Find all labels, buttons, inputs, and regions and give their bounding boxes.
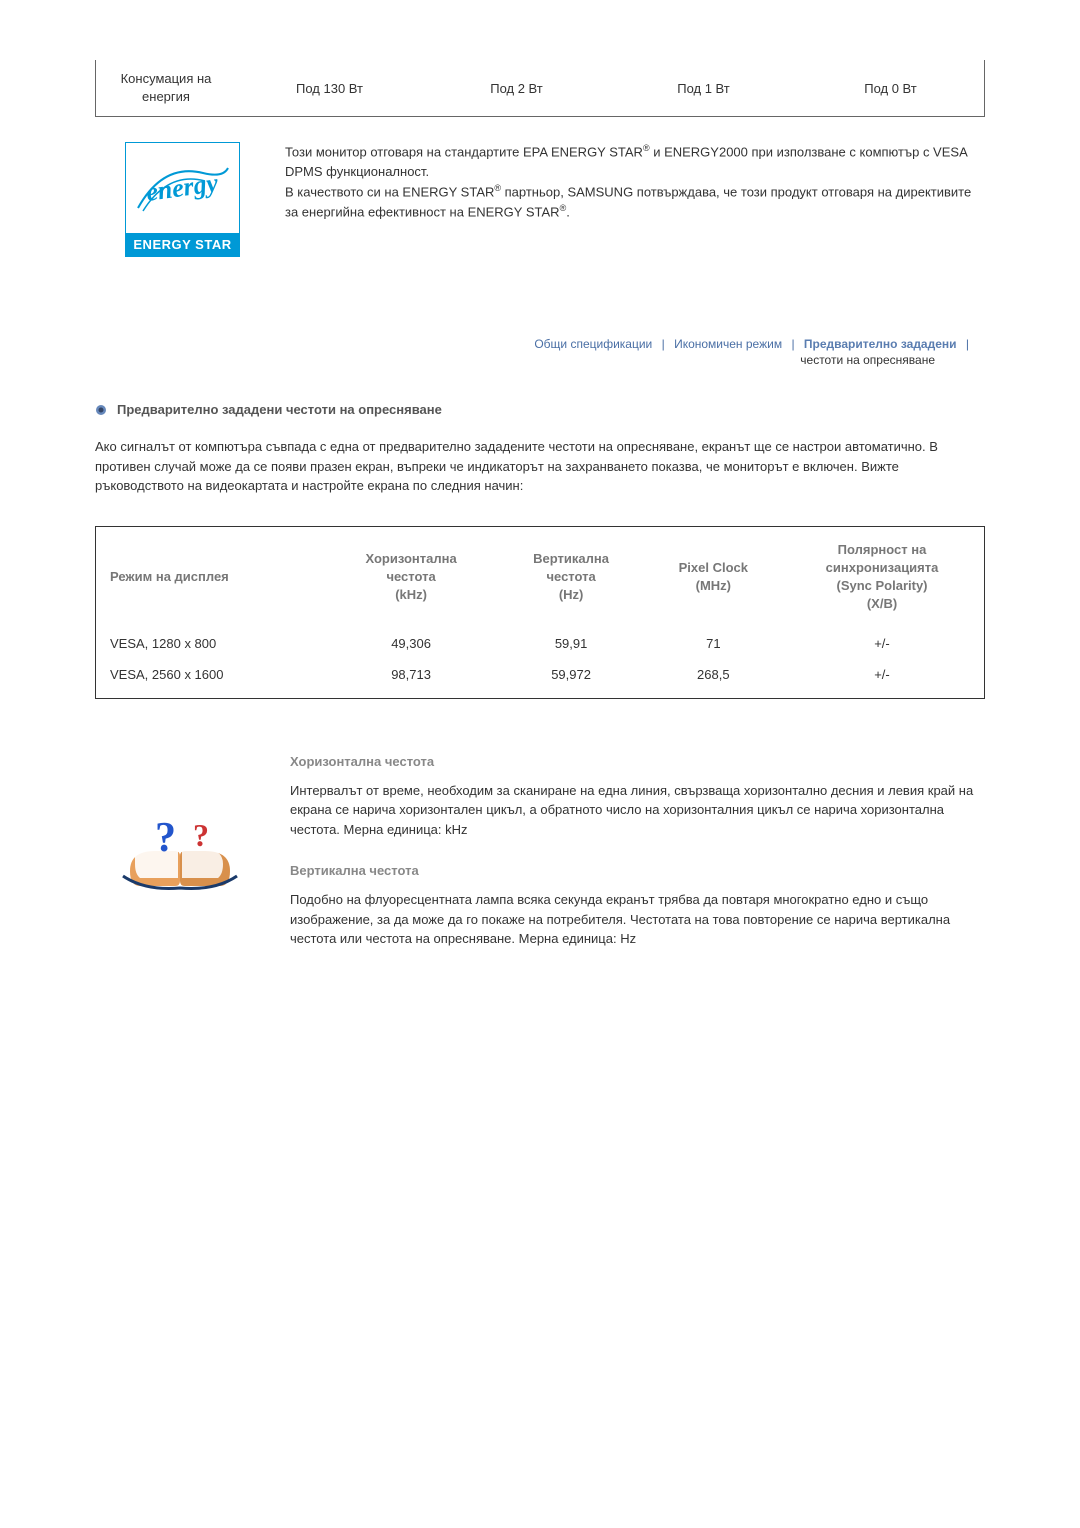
energy-text-part2a: В качеството си на ENERGY STAR <box>285 184 494 199</box>
bullet-icon <box>95 404 107 416</box>
power-label: Консумация на енергия <box>96 70 236 106</box>
td-mode: VESA, 2560 x 1600 <box>96 659 327 699</box>
section-header: Предварително зададени честоти на опресн… <box>95 402 985 417</box>
td-vfreq: 59,91 <box>496 628 647 659</box>
th-polarity: Полярност насинхронизацията(Sync Polarit… <box>780 526 985 627</box>
definitions-content: Хоризонтална честота Интервалът от време… <box>290 754 985 949</box>
nav-separator: | <box>662 337 665 351</box>
nav-separator: | <box>791 337 794 351</box>
power-val-0: Под 130 Вт <box>236 81 423 96</box>
power-consumption-table: Консумация на енергия Под 130 Вт Под 2 В… <box>95 60 985 117</box>
nav-link-eco[interactable]: Икономичен режим <box>674 337 782 351</box>
td-pixel: 71 <box>647 628 780 659</box>
th-mode: Режим на дисплея <box>96 526 327 627</box>
hfreq-text: Интервалът от време, необходим за сканир… <box>290 781 985 840</box>
energy-star-text: Този монитор отговаря на стандартите EPA… <box>285 142 985 221</box>
td-vfreq: 59,972 <box>496 659 647 699</box>
section-title: Предварително зададени честоти на опресн… <box>117 402 442 417</box>
th-vfreq: Вертикалначестота(Hz) <box>496 526 647 627</box>
energy-text-part1: Този монитор отговаря на стандартите EPA… <box>285 145 643 160</box>
table-row: VESA, 1280 x 800 49,306 59,91 71 +/- <box>96 628 985 659</box>
book-question-icon: ? ? <box>115 806 245 896</box>
nav-link-general[interactable]: Общи спецификации <box>534 337 652 351</box>
energy-logo-label: ENERGY STAR <box>126 233 239 256</box>
frequency-table: Режим на дисплея Хоризонталначестота(kHz… <box>95 526 985 699</box>
nav-links: Общи спецификации | Икономичен режим | П… <box>95 337 985 367</box>
vfreq-text: Подобно на флуоресцентната лампа всяка с… <box>290 890 985 949</box>
power-val-2: Под 1 Вт <box>610 81 797 96</box>
td-hfreq: 98,713 <box>327 659 496 699</box>
td-polarity: +/- <box>780 628 985 659</box>
td-hfreq: 49,306 <box>327 628 496 659</box>
registered-icon: ® <box>643 143 650 153</box>
nav-separator: | <box>966 337 969 351</box>
power-val-3: Под 0 Вт <box>797 81 984 96</box>
energy-star-section: energy ENERGY STAR Този монитор отговаря… <box>95 142 985 257</box>
definitions-section: ? ? Хоризонтална честота Интервалът от в… <box>95 754 985 949</box>
nav-link-preset[interactable]: Предварително зададени <box>804 337 957 351</box>
svg-text:?: ? <box>193 817 209 853</box>
hfreq-title: Хоризонтална честота <box>290 754 985 769</box>
td-mode: VESA, 1280 x 800 <box>96 628 327 659</box>
nav-link-preset-sub: честоти на опресняване <box>95 353 975 367</box>
th-pixel: Pixel Clock(MHz) <box>647 526 780 627</box>
energy-logo-graphic: energy <box>126 143 239 233</box>
vfreq-title: Вертикална честота <box>290 863 985 878</box>
svg-text:?: ? <box>155 815 176 861</box>
table-row: VESA, 2560 x 1600 98,713 59,972 268,5 +/… <box>96 659 985 699</box>
td-pixel: 268,5 <box>647 659 780 699</box>
table-header-row: Режим на дисплея Хоризонталначестота(kHz… <box>96 526 985 627</box>
energy-star-logo: energy ENERGY STAR <box>125 142 240 257</box>
intro-text: Ако сигналът от компютъра съвпада с една… <box>95 437 985 496</box>
energy-text-part2c: . <box>566 204 570 219</box>
power-val-1: Под 2 Вт <box>423 81 610 96</box>
td-polarity: +/- <box>780 659 985 699</box>
th-hfreq: Хоризонталначестота(kHz) <box>327 526 496 627</box>
